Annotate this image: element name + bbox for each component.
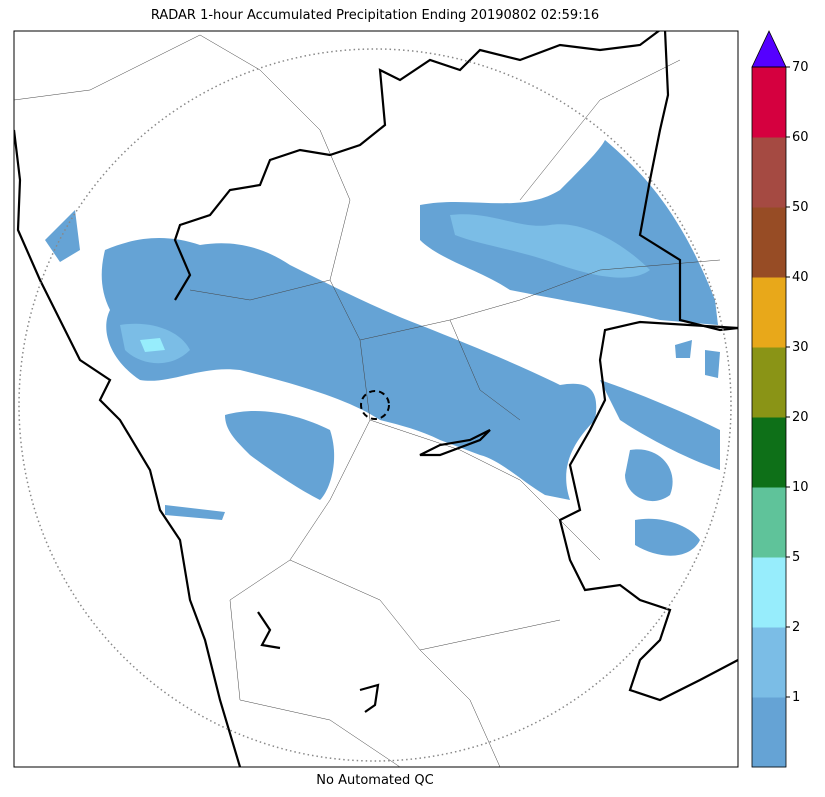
colorbar-segment xyxy=(752,137,786,208)
rain-area xyxy=(625,449,673,502)
colorbar-segment xyxy=(752,207,786,278)
state-border xyxy=(257,611,380,713)
colorbar-tick-label: 2 xyxy=(792,620,800,635)
map-content xyxy=(14,31,738,767)
colorbar-tick-label: 20 xyxy=(792,410,809,425)
colorbar-tick-label: 5 xyxy=(792,550,800,565)
radar-range xyxy=(18,48,732,762)
colorbar-tick-label: 1 xyxy=(792,690,800,705)
colorbar-tick-label: 30 xyxy=(792,340,809,355)
rain-area xyxy=(225,410,335,500)
colorbar-tick-label: 60 xyxy=(792,130,809,145)
title: RADAR 1-hour Accumulated Precipitation E… xyxy=(151,8,599,23)
rain-area xyxy=(165,505,225,520)
footer: No Automated QC xyxy=(316,773,433,788)
rain-area xyxy=(600,380,720,470)
state-border xyxy=(419,429,491,457)
district-border xyxy=(14,34,721,767)
colorbar-segment xyxy=(752,67,786,138)
rain-area xyxy=(45,210,80,262)
colorbar-segment xyxy=(752,347,786,418)
state-border xyxy=(173,31,661,301)
colorbar-segment xyxy=(752,277,786,348)
rain-area xyxy=(140,338,165,352)
colorbar-segment xyxy=(752,487,786,558)
state-border xyxy=(558,320,738,702)
colorbar-tick-label: 40 xyxy=(792,270,809,285)
colorbar-segment xyxy=(752,417,786,488)
colorbar-tick-label: 50 xyxy=(792,200,809,215)
map-frame xyxy=(13,30,739,768)
colorbar-segment xyxy=(752,627,786,698)
state-border xyxy=(14,129,242,767)
colorbar-extend xyxy=(751,30,787,68)
radar-site xyxy=(360,390,390,420)
colorbar-segment xyxy=(752,697,786,768)
colorbar-tick-label: 70 xyxy=(792,60,809,75)
colorbar-segment xyxy=(752,557,786,628)
rain-area xyxy=(101,238,597,500)
colorbar-tick-label: 10 xyxy=(792,480,809,495)
rain-area xyxy=(635,518,700,556)
colorbar: 1 2 5 10 20 30 40 50 60 70 xyxy=(751,30,809,768)
rain-area xyxy=(675,340,720,378)
rain-area xyxy=(450,214,650,278)
